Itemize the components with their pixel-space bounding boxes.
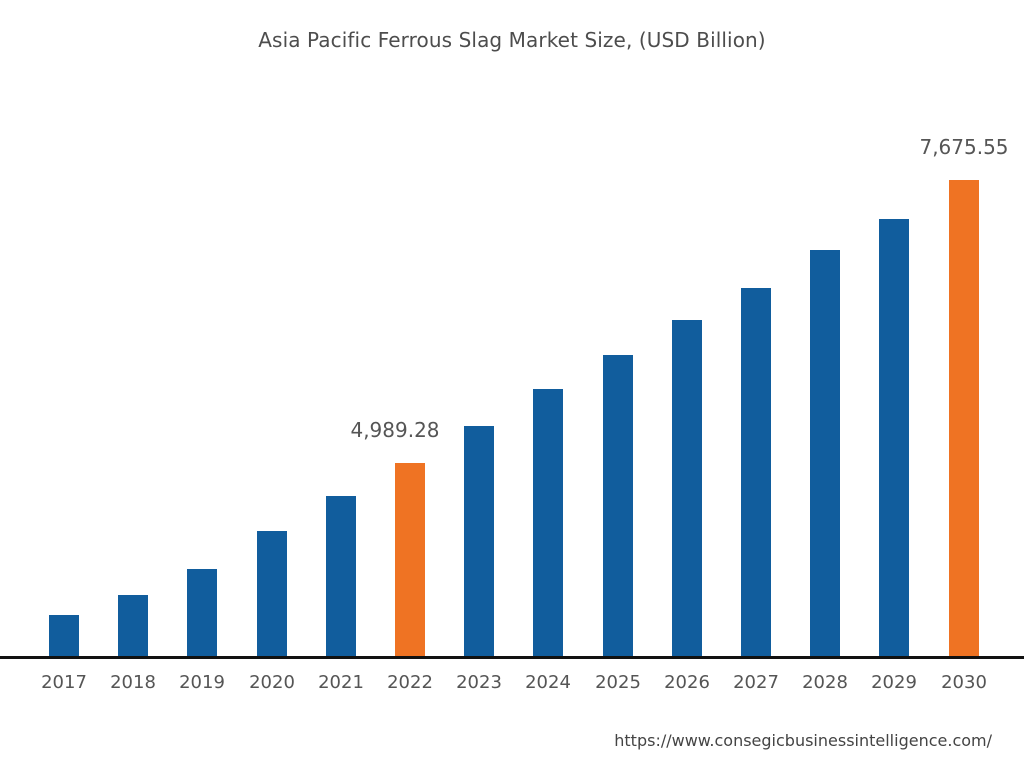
data-label-2030: 7,675.55	[919, 135, 1009, 159]
x-tick-label: 2026	[664, 672, 710, 693]
bar-2019	[187, 569, 217, 657]
bar-2024	[533, 389, 563, 657]
bar-2030	[949, 180, 979, 657]
x-tick-label: 2020	[249, 672, 295, 693]
data-label-2022: 4,989.28	[350, 418, 440, 442]
bar-2021	[326, 496, 356, 657]
bar-2022	[395, 463, 425, 657]
source-url: https://www.consegicbusinessintelligence…	[614, 731, 992, 750]
x-tick-label: 2022	[387, 672, 433, 693]
x-tick-label: 2028	[802, 672, 848, 693]
bar-2018	[118, 595, 148, 657]
bar-2028	[810, 250, 840, 657]
x-tick-label: 2030	[941, 672, 987, 693]
bar-2029	[879, 219, 909, 657]
bar-2027	[741, 288, 771, 657]
bar-2020	[257, 531, 287, 657]
x-tick-label: 2019	[179, 672, 225, 693]
x-tick-label: 2017	[41, 672, 87, 693]
x-tick-label: 2024	[525, 672, 571, 693]
x-tick-label: 2018	[110, 672, 156, 693]
bar-2026	[672, 320, 702, 657]
x-tick-label: 2023	[456, 672, 502, 693]
x-tick-label: 2025	[595, 672, 641, 693]
chart-title: Asia Pacific Ferrous Slag Market Size, (…	[258, 28, 766, 52]
x-axis-line	[0, 656, 1024, 659]
x-tick-label: 2021	[318, 672, 364, 693]
x-tick-label: 2029	[871, 672, 917, 693]
bar-2023	[464, 426, 494, 657]
bar-2017	[49, 615, 79, 657]
bar-2025	[603, 355, 633, 657]
x-tick-label: 2027	[733, 672, 779, 693]
